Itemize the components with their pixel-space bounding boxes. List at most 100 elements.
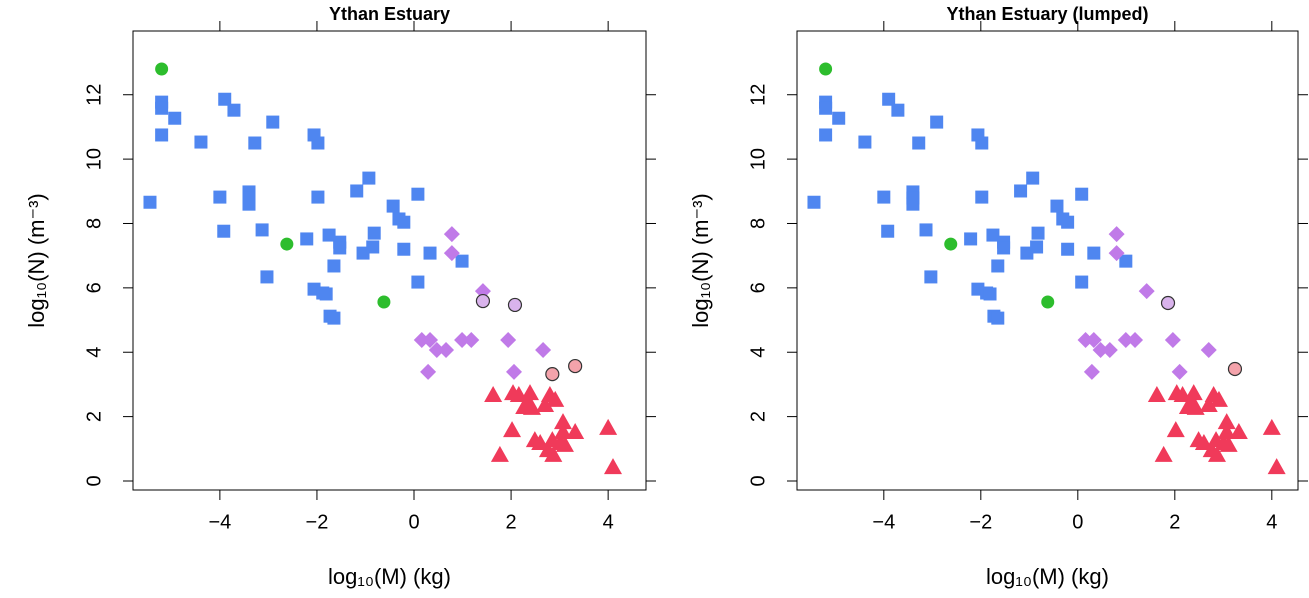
y-tick-label: 4 [747, 347, 769, 358]
point-diamond [1108, 226, 1125, 243]
point-square [327, 259, 341, 273]
point-diamond [443, 245, 460, 262]
point-diamond [428, 341, 445, 358]
point-square [411, 275, 425, 289]
point-square [423, 246, 437, 260]
point-diamond [474, 283, 491, 300]
point-square [367, 226, 381, 240]
point-circle [1041, 295, 1055, 309]
point-triangle [1147, 386, 1166, 403]
point-triangle [490, 445, 509, 462]
point-triangle [1229, 423, 1248, 440]
point-diamond [1083, 363, 1100, 380]
point-triangle [1267, 458, 1286, 475]
point-diamond [505, 363, 522, 380]
point-triangle [1186, 398, 1205, 415]
point-diamond [463, 332, 480, 349]
point-square [882, 92, 896, 106]
point-square [311, 136, 325, 150]
plot-frame [132, 30, 647, 491]
point-triangle [522, 398, 541, 415]
point-square [327, 311, 341, 325]
point-circle [545, 367, 560, 382]
point-square [213, 190, 227, 204]
point-triangle [536, 396, 555, 413]
point-diamond [1164, 332, 1181, 349]
y-tick-label: 0 [747, 475, 769, 486]
point-circle [819, 62, 833, 76]
point-diamond [1127, 332, 1144, 349]
point-square [411, 187, 425, 201]
point-triangle [1208, 445, 1227, 462]
point-square [975, 190, 989, 204]
point-square [991, 311, 1005, 325]
point-square [1014, 184, 1028, 198]
y-tick-label: 4 [83, 347, 105, 358]
point-square [362, 171, 376, 185]
point-square [1087, 246, 1101, 260]
y-tick-label: 12 [83, 84, 105, 106]
point-square [155, 128, 169, 142]
x-tick-label: 4 [603, 511, 614, 533]
point-square [1026, 171, 1040, 185]
point-triangle [599, 418, 618, 435]
point-square [350, 184, 364, 198]
point-diamond [500, 332, 517, 349]
point-diamond [1092, 341, 1109, 358]
point-square [319, 287, 333, 301]
point-triangle [1217, 413, 1236, 430]
point-square [260, 270, 274, 284]
point-square [1031, 226, 1045, 240]
point-circle [475, 293, 491, 309]
point-square [248, 136, 262, 150]
point-triangle [1209, 390, 1228, 407]
point-square [983, 287, 997, 301]
point-square [877, 190, 891, 204]
point-square [386, 199, 400, 213]
point-circle [568, 358, 583, 374]
x-tick-label: −2 [306, 511, 329, 533]
point-circle [944, 237, 958, 251]
point-square [819, 101, 833, 115]
point-triangle [1184, 384, 1203, 401]
point-square [1061, 242, 1075, 256]
point-square [919, 223, 933, 237]
point-diamond [1200, 341, 1217, 358]
point-diamond [438, 341, 455, 358]
chart-title: Ythan Estuary (lumped) [946, 4, 1148, 24]
point-circle [507, 297, 523, 313]
x-tick-label: −4 [872, 511, 895, 533]
point-diamond [413, 332, 430, 349]
point-square [266, 115, 280, 129]
point-triangle [503, 421, 522, 438]
point-square [366, 240, 380, 254]
point-square [832, 111, 846, 125]
point-square [242, 197, 256, 211]
point-square [1075, 275, 1089, 289]
point-square [975, 136, 989, 150]
y-axis-label: log₁₀(N) (m⁻³) [688, 193, 713, 327]
point-diamond [1077, 332, 1094, 349]
point-square [924, 270, 938, 284]
point-square [881, 224, 895, 238]
point-triangle [555, 435, 574, 452]
point-triangle [1154, 445, 1173, 462]
point-circle [280, 237, 294, 251]
y-tick-label: 10 [83, 148, 105, 170]
point-triangle [1199, 396, 1218, 413]
x-tick-label: 0 [408, 511, 419, 533]
y-tick-label: 12 [747, 84, 769, 106]
point-triangle [566, 423, 585, 440]
point-square [1119, 254, 1133, 268]
point-square [322, 228, 336, 242]
point-square [255, 223, 269, 237]
point-circle [155, 62, 169, 76]
x-axis-label: log₁₀(M) (kg) [328, 564, 451, 589]
point-triangle [554, 423, 573, 440]
y-tick-label: 2 [747, 411, 769, 422]
point-triangle [1166, 421, 1185, 438]
point-square [218, 92, 232, 106]
point-square [891, 103, 905, 117]
x-tick-label: 2 [1169, 511, 1180, 533]
point-diamond [422, 332, 439, 349]
